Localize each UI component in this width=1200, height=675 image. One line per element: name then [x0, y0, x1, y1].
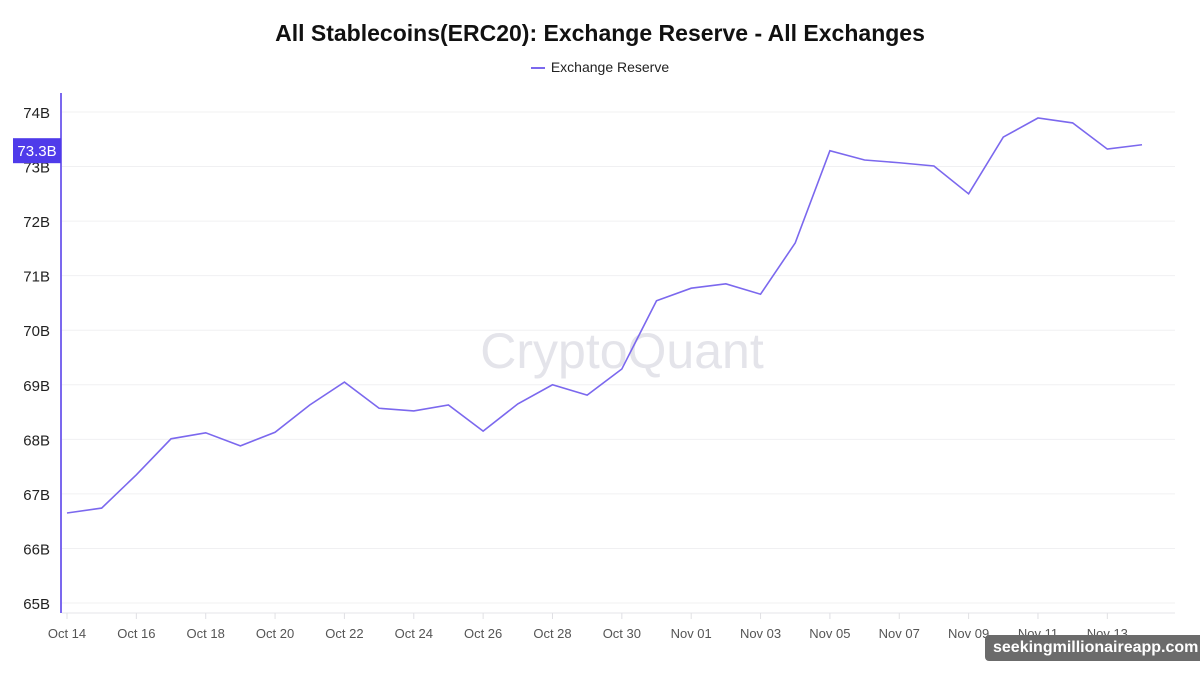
x-tick-label: Nov 05: [809, 626, 850, 641]
source-badge: seekingmillionaireapp.com: [985, 635, 1200, 661]
y-tick-label: 74B: [23, 105, 50, 122]
chart-title: All Stablecoins(ERC20): Exchange Reserve…: [275, 20, 925, 46]
y-tick-label: 69B: [23, 378, 50, 395]
x-tick-label: Oct 14: [48, 626, 86, 641]
legend-swatch: [530, 67, 545, 70]
y-tick-label: 68B: [23, 432, 50, 449]
x-tick-label: Oct 24: [395, 626, 433, 641]
x-tick-label: Nov 09: [948, 626, 989, 641]
y-tick-label: 71B: [23, 269, 50, 286]
x-tick-label: Oct 16: [117, 626, 155, 641]
current-value-label-bg: [13, 138, 61, 164]
y-tick-label: 67B: [23, 487, 50, 504]
x-tick-label: Oct 20: [256, 626, 294, 641]
y-tick-label: 66B: [23, 541, 50, 558]
x-tick-label: Nov 03: [740, 626, 781, 641]
x-tick-label: Nov 07: [879, 626, 920, 641]
x-tick-label: Oct 18: [187, 626, 225, 641]
series-line-exchange-reserve: [66, 117, 1143, 514]
x-tick-label: Oct 28: [533, 626, 571, 641]
x-tick-label: Oct 26: [464, 626, 502, 641]
watermark: CryptoQuant: [480, 323, 764, 379]
x-tick-label: Oct 22: [325, 626, 363, 641]
legend[interactable]: Exchange Reserve: [0, 59, 1200, 75]
y-tick-label: 72B: [23, 214, 50, 231]
current-value-label: 73.3B: [17, 143, 56, 160]
legend-label: Exchange Reserve: [550, 59, 670, 75]
y-tick-label: 65B: [23, 596, 50, 613]
y-tick-label: 70B: [23, 323, 50, 340]
y-tick-label: 73B: [23, 160, 50, 177]
x-tick-label: Oct 30: [603, 626, 641, 641]
x-tick-label: Nov 01: [671, 626, 712, 641]
